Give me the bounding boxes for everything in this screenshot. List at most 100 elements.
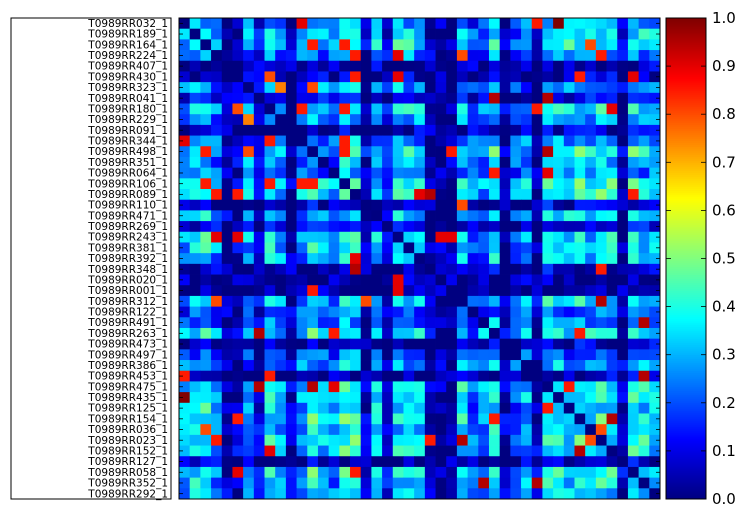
colorbar-segment (666, 216, 706, 219)
heatmap-cell (456, 402, 468, 414)
heatmap-cell (638, 285, 650, 297)
heatmap-cell (478, 146, 490, 158)
heatmap-cell (553, 295, 565, 307)
row-label: T0989RR001_1 (87, 285, 168, 297)
heatmap-cell (360, 392, 372, 404)
row-label: T0989RR323_1 (87, 82, 168, 94)
colorbar-segment (666, 128, 706, 131)
heatmap-cell (649, 317, 661, 329)
heatmap-cell (456, 360, 468, 372)
heatmap-cell (275, 156, 287, 169)
colorbar-segment (666, 398, 706, 402)
heatmap-cell (649, 92, 661, 104)
heatmap-cell (478, 60, 490, 72)
heatmap-cell (606, 488, 618, 500)
heatmap-cell (371, 413, 383, 425)
heatmap-cell (531, 28, 543, 40)
heatmap-cell (563, 306, 575, 318)
heatmap-cell (446, 210, 458, 222)
heatmap-cell (467, 39, 479, 51)
colorbar-segment (666, 234, 706, 237)
heatmap-cell (649, 306, 661, 318)
heatmap-cell (403, 327, 415, 340)
heatmap-cell (435, 231, 447, 243)
heatmap-cell (371, 135, 383, 147)
heatmap-cell (360, 413, 372, 425)
heatmap-cell (382, 199, 394, 211)
heatmap-cell (542, 402, 554, 414)
heatmap-cell (264, 178, 276, 190)
colorbar-segment (666, 320, 706, 324)
colorbar-segment (666, 490, 706, 494)
heatmap-cell (253, 124, 265, 136)
heatmap-cell (638, 199, 650, 211)
heatmap-cell (649, 39, 661, 51)
colorbar-segment (666, 324, 706, 328)
colorbar-segment (666, 214, 706, 217)
heatmap-cell (371, 317, 383, 329)
heatmap-cell (542, 39, 554, 51)
heatmap-cell (499, 477, 511, 489)
heatmap-cell (424, 114, 436, 126)
heatmap-cell (542, 306, 554, 318)
heatmap-cell (328, 60, 340, 72)
heatmap-cell (360, 210, 372, 222)
heatmap-cell (510, 317, 522, 329)
heatmap-cell (627, 274, 640, 286)
heatmap-cell (499, 92, 511, 104)
heatmap-cell (232, 199, 244, 211)
heatmap-cell (638, 178, 650, 190)
colorbar-segment (666, 346, 706, 350)
heatmap-cell (638, 156, 650, 169)
heatmap-cell (499, 381, 511, 393)
heatmap-cell (627, 103, 640, 115)
heatmap-cell (382, 50, 394, 62)
heatmap-cell (478, 242, 490, 254)
colorbar-segment (666, 280, 706, 284)
heatmap-cell (392, 392, 404, 404)
heatmap-cell (360, 327, 372, 340)
heatmap-cell (264, 135, 276, 147)
heatmap-cell (435, 381, 447, 393)
heatmap-cell (350, 285, 362, 297)
heatmap-cell (285, 445, 297, 457)
heatmap-cell (606, 370, 618, 382)
heatmap-cell (232, 434, 244, 446)
heatmap-cell (350, 402, 362, 414)
heatmap-cell (285, 317, 297, 329)
heatmap-cell (542, 392, 554, 404)
heatmap-cell (553, 199, 565, 211)
heatmap-cell (649, 135, 661, 147)
heatmap-cell (488, 156, 501, 169)
heatmap-cell (285, 360, 297, 372)
heatmap-cell (467, 477, 479, 489)
heatmap-cell (275, 456, 287, 468)
heatmap-cell (553, 317, 565, 329)
heatmap-cell (574, 295, 586, 307)
heatmap-cell (617, 18, 629, 30)
heatmap-cell (382, 488, 394, 500)
heatmap-cell (200, 82, 212, 94)
heatmap-cell (627, 210, 640, 222)
heatmap-cell (264, 466, 276, 479)
heatmap-cell (638, 210, 650, 222)
heatmap-cell (189, 402, 201, 414)
heatmap-cell (606, 146, 618, 158)
colorbar-segment (666, 456, 706, 460)
heatmap-cell (467, 392, 479, 404)
heatmap-cell (446, 263, 458, 275)
heatmap-cell (424, 370, 436, 382)
heatmap-cell (317, 71, 330, 83)
heatmap-cell (563, 103, 575, 115)
heatmap-cell (232, 210, 244, 222)
heatmap-cell (595, 39, 607, 51)
heatmap-cell (360, 317, 372, 329)
heatmap-cell (649, 424, 661, 436)
heatmap-cell (510, 360, 522, 372)
heatmap-cell (264, 360, 276, 372)
heatmap-cell (350, 466, 362, 479)
heatmap-cell (542, 338, 554, 350)
heatmap-cell (542, 327, 554, 340)
heatmap-cell (339, 50, 351, 62)
heatmap-cell (253, 477, 265, 489)
